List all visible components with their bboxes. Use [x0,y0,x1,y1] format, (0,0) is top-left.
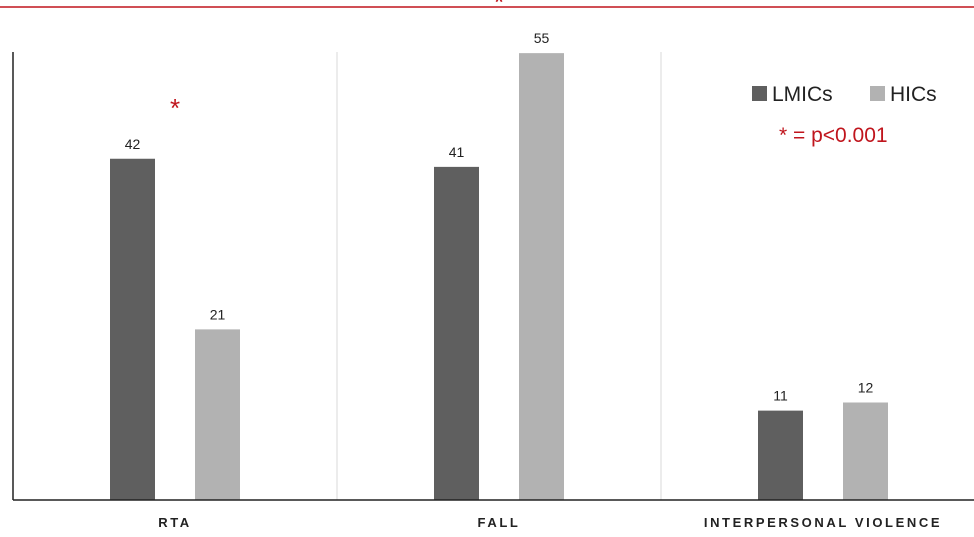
data-label: 42 [125,136,141,152]
bar-hics-rta [195,329,240,500]
bar-hics-interpersonal-violence [843,402,888,500]
x-tick-label: INTERPERSONAL VIOLENCE [704,515,942,530]
bar-lmics-rta [110,158,155,500]
significance-star: * [494,0,504,17]
legend-swatch-lmics [752,86,767,101]
significance-legend: * = p<0.001 [779,124,888,147]
data-label: 55 [534,30,550,46]
bar-lmics-interpersonal-violence [758,410,803,500]
bar-hics-fall [519,53,564,500]
data-labels-group: 42 21 41 55 11 12 [125,30,874,404]
data-label: 41 [449,144,465,160]
legend: LMICs HICs * = p<0.001 [752,83,937,147]
legend-swatch-hics [870,86,885,101]
significance-star: * [170,93,180,123]
x-tick-labels: RTA FALL INTERPERSONAL VIOLENCE [158,515,942,530]
significance-markers: ** [170,0,504,123]
legend-label-lmics: LMICs [772,83,833,106]
data-label: 21 [210,306,226,322]
data-label: 11 [773,388,788,404]
bar-lmics-fall [434,166,479,500]
data-label: 12 [858,380,874,396]
bars-group [110,53,888,500]
legend-label-hics: HICs [890,83,937,106]
category-dividers [336,52,662,500]
x-tick-label: FALL [478,515,521,530]
x-tick-label: RTA [158,515,192,530]
